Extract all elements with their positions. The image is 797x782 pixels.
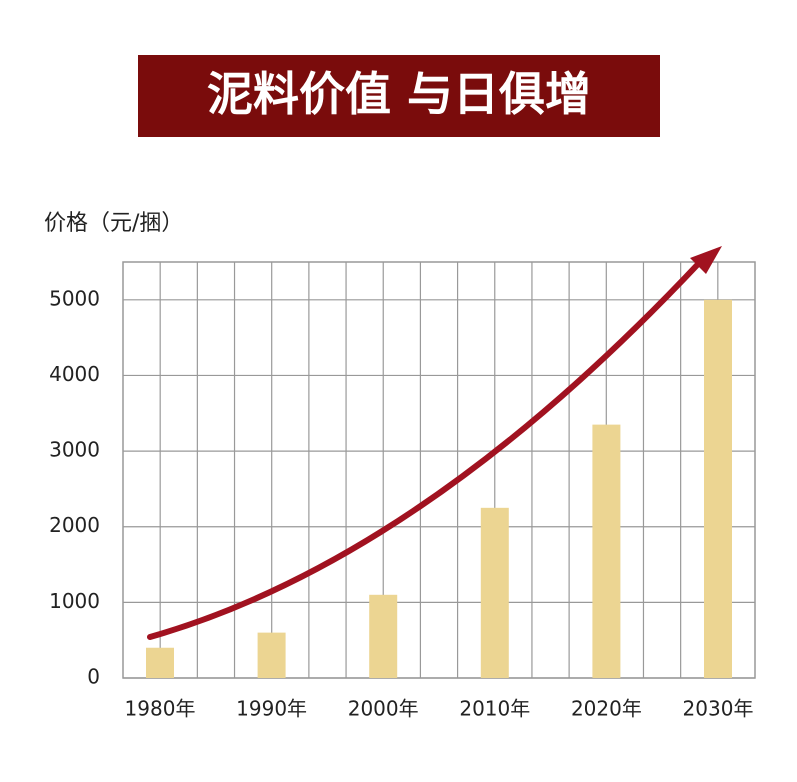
x-tick-label: 1990年 <box>236 697 307 721</box>
bar <box>257 632 286 678</box>
chart-title: 泥料价值 与日俱增 <box>207 67 591 121</box>
bar <box>146 647 174 678</box>
trend-arrow <box>147 259 703 640</box>
x-tick-label: 2010年 <box>459 697 530 721</box>
y-axis-label: 价格（元/捆） <box>44 211 183 236</box>
bar <box>480 507 509 678</box>
y-tick-label: 0 <box>87 665 100 689</box>
x-tick-label: 2000年 <box>348 697 419 721</box>
title-banner <box>138 55 660 137</box>
bar <box>369 594 398 678</box>
y-tick-label: 2000 <box>49 513 100 537</box>
x-tick-label: 2030年 <box>683 697 754 721</box>
x-tick-label: 2020年 <box>571 697 642 721</box>
bar <box>592 424 621 678</box>
x-tick-label: 1980年 <box>125 697 196 721</box>
trend-arrow-head <box>690 246 722 274</box>
y-tick-label: 4000 <box>49 362 100 386</box>
bar <box>704 299 732 678</box>
y-tick-label: 3000 <box>49 438 100 462</box>
y-tick-label: 1000 <box>49 589 100 613</box>
y-tick-label: 5000 <box>49 286 100 310</box>
